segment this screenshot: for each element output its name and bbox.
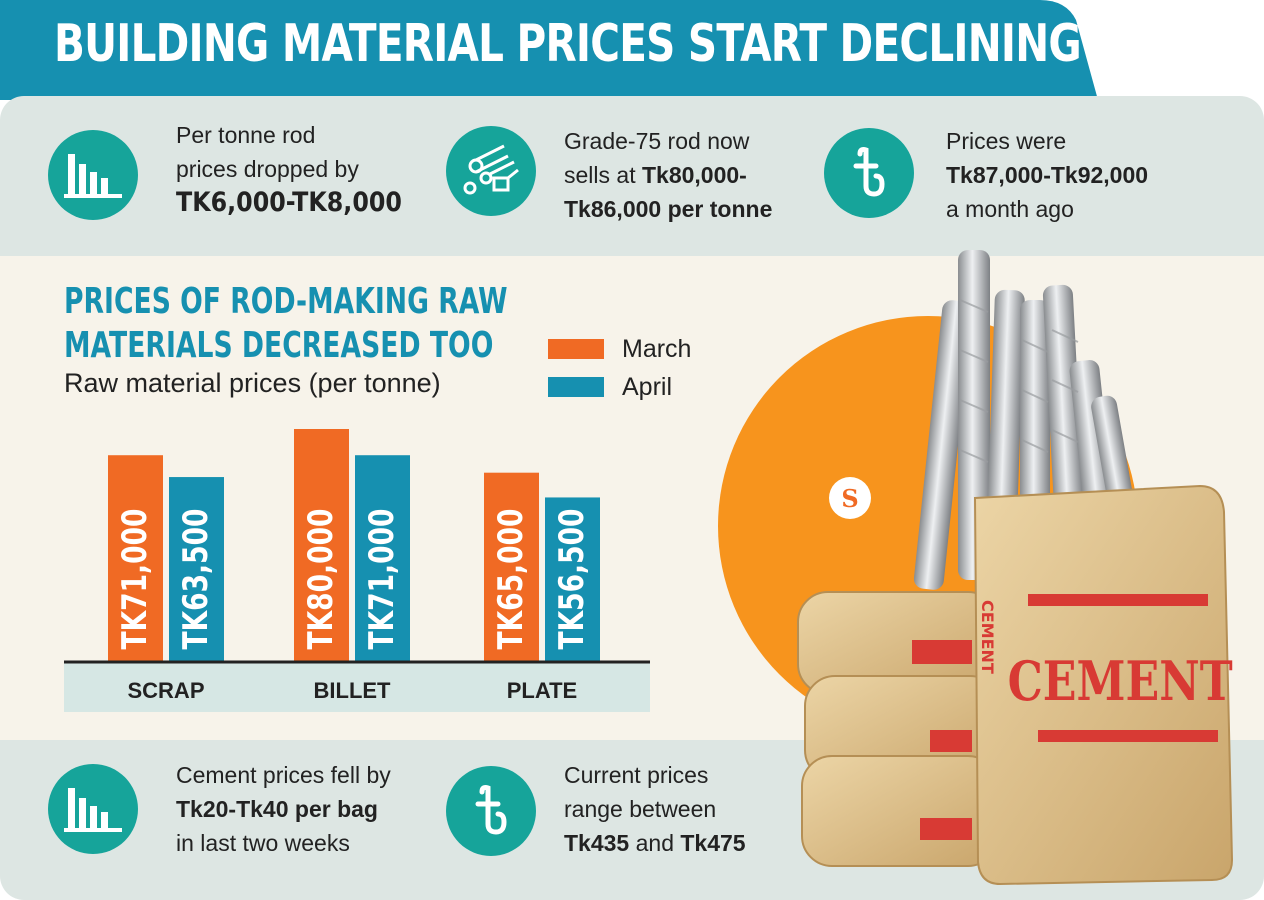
fact-rod-price-drop: Per tonne rod prices dropped by TK6,000-… bbox=[176, 118, 433, 220]
legend-swatch-april bbox=[548, 377, 604, 397]
category-band bbox=[64, 662, 650, 712]
bar-value-label: TK56,500 bbox=[553, 509, 592, 650]
cement-side-label: CEMENT bbox=[978, 600, 997, 674]
bar-value-label: TK71,000 bbox=[116, 509, 155, 650]
category-label-plate: PLATE bbox=[507, 678, 577, 703]
fact-line: Grade-75 rod now bbox=[564, 128, 750, 154]
bar-scrap-march bbox=[108, 455, 163, 662]
bar-plate-april bbox=[545, 497, 600, 662]
fact-line: Current prices bbox=[564, 762, 709, 788]
logo-badge: S bbox=[829, 477, 871, 519]
fact-line: prices dropped by bbox=[176, 156, 359, 182]
cement-bag-upright: CEMENT CEMENT bbox=[973, 484, 1234, 886]
bar-billet-march bbox=[294, 429, 349, 662]
top-facts-band bbox=[0, 96, 1264, 256]
bar-chart-icon bbox=[48, 130, 138, 220]
cement-label: CEMENT bbox=[1008, 650, 1233, 713]
fact-current-cement-price: Current prices range between Tk435 and T… bbox=[564, 758, 746, 860]
fact-line: Cement prices fell by bbox=[176, 762, 391, 788]
fact-line: a month ago bbox=[946, 196, 1074, 222]
bar-billet-april bbox=[355, 455, 410, 662]
legend-label-march: March bbox=[622, 334, 692, 363]
chart-title: PRICES OF ROD-MAKING RAW MATERIALS DECRE… bbox=[64, 280, 508, 368]
fact-highlight: Tk80,000- bbox=[641, 162, 747, 188]
chart-title-line: MATERIALS DECREASED TOO bbox=[64, 325, 494, 366]
chart-legend: March April bbox=[548, 330, 691, 406]
fact-previous-price: Prices were Tk87,000-Tk92,000 a month ag… bbox=[946, 124, 1148, 226]
chart-title-line: PRICES OF ROD-MAKING RAW bbox=[64, 281, 508, 322]
fact-line: and bbox=[629, 830, 681, 856]
fact-highlight: Tk435 bbox=[564, 830, 630, 856]
bar-plate-march bbox=[484, 472, 539, 662]
fact-highlight: TK6,000-TK8,000 bbox=[176, 187, 402, 218]
legend-item-march: March bbox=[548, 330, 691, 368]
legend-item-april: April bbox=[548, 368, 691, 406]
fact-line: Per tonne rod bbox=[176, 122, 316, 148]
fact-line: in last two weeks bbox=[176, 830, 350, 856]
taka-icon bbox=[446, 766, 536, 856]
fact-line: sells at bbox=[564, 162, 642, 188]
chart-subtitle: Raw material prices (per tonne) bbox=[64, 368, 441, 398]
legend-swatch-march bbox=[548, 339, 604, 359]
steel-rod-icon bbox=[446, 126, 536, 216]
fact-line: range between bbox=[564, 796, 717, 822]
bar-value-label: TK80,000 bbox=[302, 509, 341, 650]
fact-highlight: Tk87,000-Tk92,000 bbox=[946, 162, 1149, 188]
legend-label-april: April bbox=[622, 372, 673, 401]
taka-icon bbox=[824, 128, 914, 218]
fact-highlight: Tk86,000 per tonne bbox=[564, 196, 773, 222]
bar-value-label: TK71,000 bbox=[363, 509, 402, 650]
fact-highlight: Tk475 bbox=[680, 830, 746, 856]
category-label-billet: BILLET bbox=[314, 678, 392, 703]
fact-line: Prices were bbox=[946, 128, 1067, 154]
fact-cement-price-drop: Cement prices fell by Tk20-Tk40 per bag … bbox=[176, 758, 391, 860]
title-banner-shape bbox=[0, 0, 1098, 100]
bar-value-label: TK63,500 bbox=[177, 509, 216, 650]
fact-highlight: Tk20-Tk40 per bag bbox=[176, 796, 378, 822]
bar-value-label: TK65,000 bbox=[492, 509, 531, 650]
bar-chart-icon bbox=[48, 764, 138, 854]
fact-grade75-price: Grade-75 rod now sells at Tk80,000- Tk86… bbox=[564, 124, 772, 226]
logo-text: S bbox=[841, 484, 858, 513]
bar-scrap-april bbox=[169, 477, 224, 662]
category-label-scrap: SCRAP bbox=[127, 678, 204, 703]
title-bar: BUILDING MATERIAL PRICES START DECLINING bbox=[0, 0, 1264, 100]
cement-bag-stack bbox=[797, 591, 1001, 867]
page-title: BUILDING MATERIAL PRICES START DECLINING bbox=[54, 14, 1082, 74]
